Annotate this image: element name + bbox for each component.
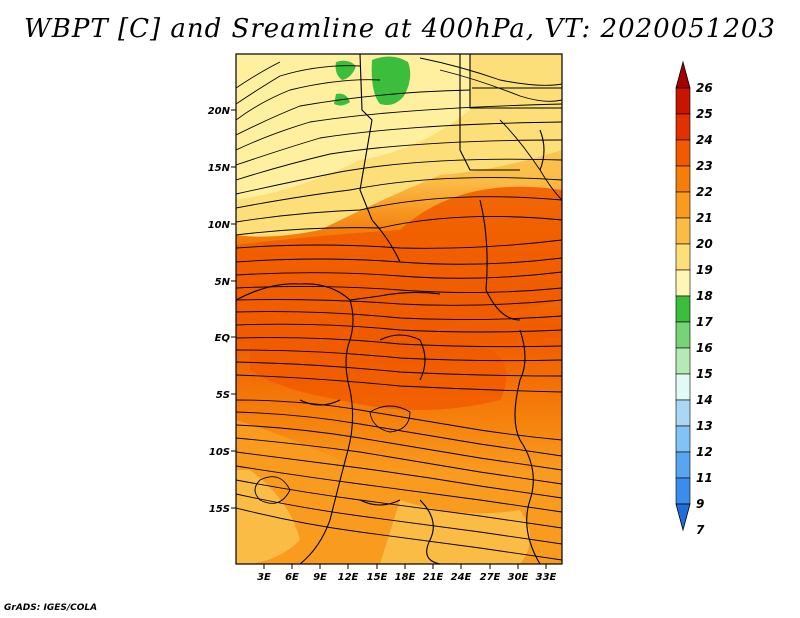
colorbar: 26 25 24 23 22 21 20 19 18 17 16 15 14 13 12 11 9 7 [675,60,713,537]
lon-tick: 3E [257,564,271,583]
lon-label: 3E [257,572,271,583]
colorbar-label: 23 [696,159,713,173]
lon-label: 9E [313,572,327,583]
colorbar-label: 12 [696,445,713,459]
lat-label: 20N [208,106,231,117]
colorbar-label: 16 [696,341,713,355]
colorbar-label: 13 [696,419,713,433]
lat-tick: 5N [215,277,236,288]
colorbar-cell [675,113,691,141]
streamlines [236,57,562,561]
colorbar-label: 9 [696,497,704,511]
colorbar-label: 24 [696,133,713,147]
longitude-axis: 3E 6E 9E 12E 15E 18E 21E 24E 27E 30E 33E [257,564,557,583]
lon-tick: 9E [313,564,327,583]
lat-label: 10S [209,447,230,458]
lon-label: 30E [508,572,529,583]
colorbar-label: 20 [696,237,713,251]
colorbar-cell [675,451,691,479]
colorbar-label: 21 [696,211,713,225]
lon-tick: 15E [367,564,388,583]
lat-tick: 15S [209,504,236,515]
lon-label: 6E [285,572,299,583]
colorbar-cell [675,295,691,323]
lon-label: 18E [395,572,416,583]
lon-label: 12E [338,572,359,583]
colorbar-cell [675,347,691,375]
colorbar-cell [675,269,691,297]
colorbar-arrow-top [675,60,691,89]
lat-tick: EQ [215,333,236,344]
lat-tick: 10N [208,220,236,231]
colorbar-label: 14 [696,393,713,407]
map-frame [235,53,563,565]
colorbar-label: 22 [696,185,713,199]
lon-tick: 30E [508,564,529,583]
wbpt-field [236,54,562,564]
colorbar-label: 11 [696,471,713,485]
lat-tick: 5S [216,390,236,401]
lat-label: 5S [216,390,230,401]
colorbar-cell [675,477,691,505]
colorbar-cell [675,321,691,349]
colorbar-cell [675,243,691,271]
colorbar-label: 19 [696,263,713,277]
colorbar-label: 17 [696,315,713,329]
country-borders [236,54,562,564]
lon-label: 24E [451,572,472,583]
colorbar-cell [675,217,691,245]
lon-label: 21E [423,572,444,583]
colorbar-cell [675,139,691,167]
colorbar-cell [675,191,691,219]
lat-label: 10N [208,220,231,231]
colorbar-cell [675,87,691,115]
lon-tick: 18E [395,564,416,583]
lon-tick: 33E [536,564,557,583]
colorbar-arrow-bottom [675,503,691,532]
colorbar-cell [675,373,691,401]
lat-label: 15S [209,504,230,515]
colorbar-label: 15 [696,367,713,381]
lon-label: 15E [367,572,388,583]
colorbar-cell [675,399,691,427]
lat-label: 15N [208,163,231,174]
lat-tick: 15N [208,163,236,174]
colorbar-label: 26 [696,81,713,95]
lon-tick: 24E [451,564,472,583]
colorbar-label: 18 [696,289,713,303]
lon-label: 33E [536,572,557,583]
colorbar-cell [675,425,691,453]
lon-tick: 6E [285,564,299,583]
lat-tick: 10S [209,447,236,458]
colorbar-label: 25 [696,107,713,121]
colorbar-cell [675,165,691,193]
lat-tick: 20N [208,106,236,117]
latitude-axis: 20N 15N 10N 5N EQ 5S 10S 15S [208,106,236,515]
lon-tick: 27E [480,564,501,583]
lon-tick: 21E [423,564,444,583]
colorbar-label: 7 [696,523,705,537]
cool-core-north [236,54,470,200]
footer-credit: GrADS: IGES/COLA [4,603,98,613]
chart-title: WBPT [C] and Sreamline at 400hPa, VT: 20… [24,14,776,44]
lon-tick: 12E [338,564,359,583]
lon-label: 27E [480,572,501,583]
lat-label: EQ [215,333,231,344]
green-patch [371,56,411,105]
lat-label: 5N [215,277,231,288]
